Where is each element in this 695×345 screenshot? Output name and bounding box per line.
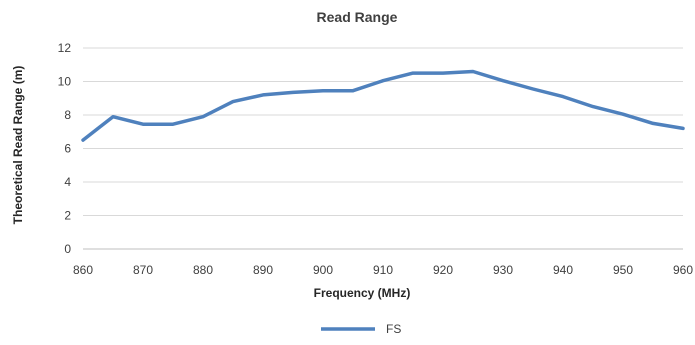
x-tick-label: 950 <box>613 263 633 277</box>
x-tick-label: 890 <box>253 263 273 277</box>
data-point <box>561 95 564 98</box>
x-tick-label: 870 <box>133 263 153 277</box>
data-point <box>351 89 354 92</box>
y-tick-label: 12 <box>58 41 72 55</box>
series-layer <box>81 69 685 142</box>
data-point <box>411 72 414 75</box>
data-point <box>501 79 504 82</box>
x-tick-label: 960 <box>673 263 693 277</box>
x-tick-label: 880 <box>193 263 213 277</box>
data-point <box>111 115 114 118</box>
x-axis-title: Frequency (MHz) <box>314 286 411 300</box>
data-point <box>81 139 84 142</box>
data-point <box>651 122 654 125</box>
x-axis-ticks: 860 870 880 890 900 910 920 930 940 950 960 <box>73 263 693 277</box>
data-point <box>621 113 624 116</box>
data-point <box>291 91 294 94</box>
data-point <box>591 105 594 108</box>
y-tick-label: 0 <box>64 242 71 256</box>
data-point <box>441 72 444 75</box>
data-point <box>231 100 234 103</box>
data-point <box>201 115 204 118</box>
y-tick-label: 6 <box>64 142 71 156</box>
y-axis-ticks: 0 2 4 6 8 10 12 <box>58 41 72 256</box>
y-axis-title: Theoretical Read Range (m) <box>11 66 25 225</box>
data-point <box>321 89 324 92</box>
y-tick-label: 4 <box>64 175 71 189</box>
data-point <box>531 87 534 90</box>
x-tick-label: 920 <box>433 263 453 277</box>
data-point <box>171 123 174 126</box>
y-tick-label: 10 <box>58 75 72 89</box>
series-line <box>81 69 685 142</box>
chart-title: Read Range <box>317 9 398 25</box>
x-tick-label: 940 <box>553 263 573 277</box>
data-point <box>261 93 264 96</box>
data-point <box>381 79 384 82</box>
x-tick-label: 910 <box>373 263 393 277</box>
x-tick-label: 930 <box>493 263 513 277</box>
x-tick-label: 900 <box>313 263 333 277</box>
gridlines <box>83 47 683 250</box>
data-point <box>681 127 684 130</box>
legend: FS <box>321 322 401 336</box>
data-point <box>471 70 474 73</box>
x-tick-label: 860 <box>73 263 93 277</box>
y-tick-label: 2 <box>64 209 71 223</box>
legend-label: FS <box>386 322 401 336</box>
data-point <box>141 123 144 126</box>
y-tick-label: 8 <box>64 108 71 122</box>
